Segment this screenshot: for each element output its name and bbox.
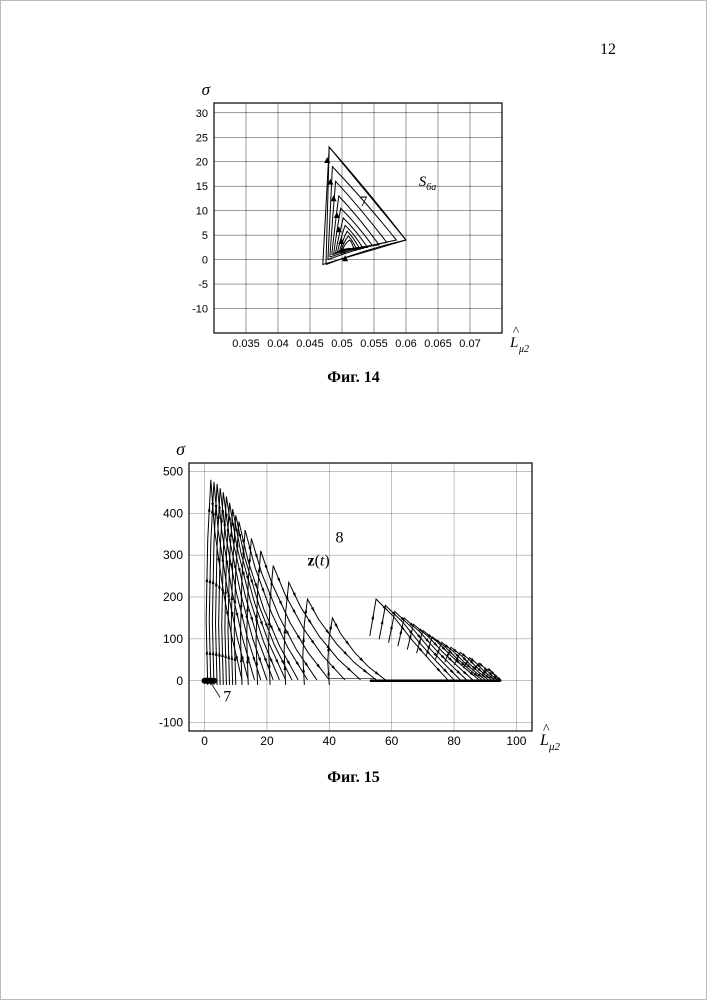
svg-text:30: 30 xyxy=(195,108,207,120)
svg-text:0: 0 xyxy=(201,734,208,748)
figure-14: 0.035 0.04 0.045 0.05 0.055 0.06 0.065 0.07 -10 -… xyxy=(164,81,544,387)
svg-text:8: 8 xyxy=(335,530,343,547)
page-number: 12 xyxy=(600,41,616,59)
svg-text:20: 20 xyxy=(195,157,207,169)
svg-text:15: 15 xyxy=(195,181,207,193)
svg-text:0.045: 0.045 xyxy=(296,338,324,350)
svg-text:L: L xyxy=(539,732,549,749)
svg-text:300: 300 xyxy=(162,548,182,562)
svg-text:-10: -10 xyxy=(192,304,208,316)
svg-text:20: 20 xyxy=(260,734,274,748)
svg-text:7: 7 xyxy=(359,194,367,210)
svg-text:z(t): z(t) xyxy=(307,553,329,570)
caption-fig15: Фиг. 15 xyxy=(134,769,574,787)
svg-text:σ: σ xyxy=(176,441,186,459)
svg-text:25: 25 xyxy=(195,132,207,144)
svg-text:0.07: 0.07 xyxy=(459,338,480,350)
svg-text:S6a: S6a xyxy=(418,174,436,193)
svg-text:100: 100 xyxy=(506,734,526,748)
svg-text:0.04: 0.04 xyxy=(267,338,288,350)
svg-text:400: 400 xyxy=(162,506,182,520)
chart-fig14: 0.035 0.04 0.045 0.05 0.055 0.06 0.065 0.07 -10 -… xyxy=(164,81,544,361)
svg-text:60: 60 xyxy=(385,734,399,748)
svg-text:200: 200 xyxy=(162,590,182,604)
svg-text:0.035: 0.035 xyxy=(232,338,260,350)
caption-fig14: Фиг. 14 xyxy=(164,369,544,387)
svg-text:μ2: μ2 xyxy=(518,344,529,355)
svg-text:5: 5 xyxy=(201,230,207,242)
svg-text:L: L xyxy=(509,335,518,351)
svg-text:10: 10 xyxy=(195,206,207,218)
svg-text:0: 0 xyxy=(176,674,183,688)
svg-text:0: 0 xyxy=(201,255,207,267)
svg-text:-100: -100 xyxy=(158,716,182,730)
svg-text:7: 7 xyxy=(223,689,231,706)
svg-text:40: 40 xyxy=(322,734,336,748)
svg-text:0.05: 0.05 xyxy=(331,338,352,350)
svg-text:500: 500 xyxy=(162,464,182,478)
svg-text:0.065: 0.065 xyxy=(424,338,452,350)
svg-text:80: 80 xyxy=(447,734,461,748)
chart-fig15: 020406080100-1000100200300400500σ^Lμ278z… xyxy=(134,441,574,761)
svg-text:100: 100 xyxy=(162,632,182,646)
page: 12 0.035 0.04 0.045 0.05 0.055 0.06 0.065 0.07 -… xyxy=(0,0,707,1000)
svg-text:0.06: 0.06 xyxy=(395,338,416,350)
svg-text:μ2: μ2 xyxy=(548,741,561,753)
svg-text:0.055: 0.055 xyxy=(360,338,388,350)
figure-15: 020406080100-1000100200300400500σ^Lμ278z… xyxy=(134,441,574,787)
svg-text:-5: -5 xyxy=(198,279,208,291)
svg-text:σ: σ xyxy=(201,81,210,99)
